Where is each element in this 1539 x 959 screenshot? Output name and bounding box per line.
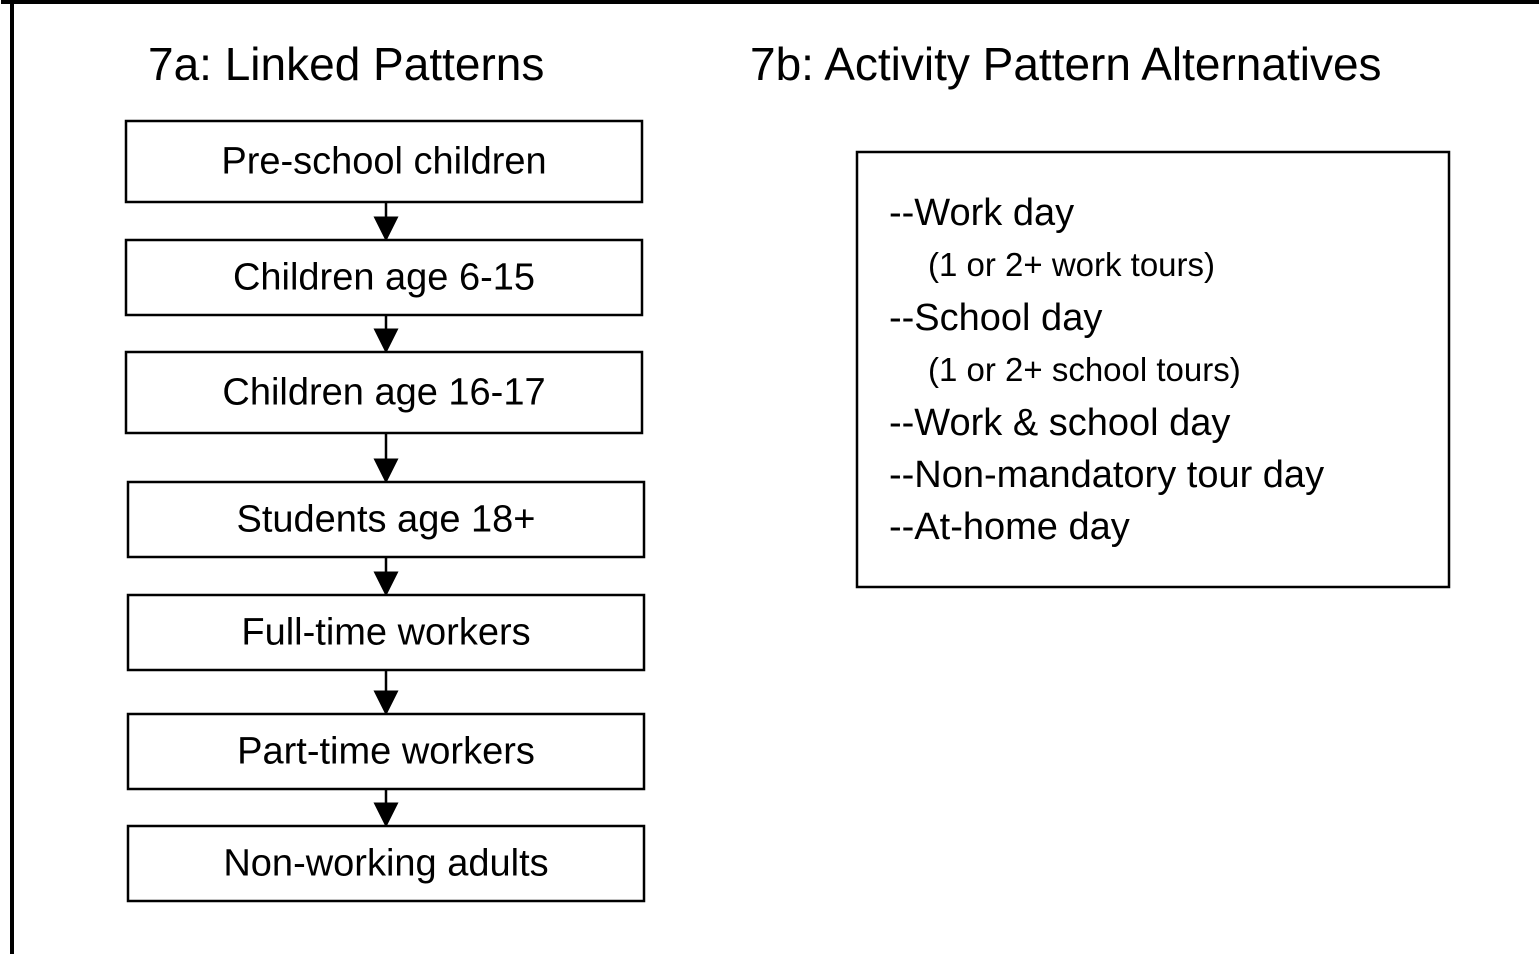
node-box — [124, 238, 644, 317]
node-box — [126, 824, 646, 903]
node-label: Children age 6-15 — [233, 257, 535, 299]
item-text: --At-home day — [889, 506, 1130, 548]
alternatives-box — [855, 150, 1451, 589]
node-box — [126, 593, 646, 672]
node-label: Full-time workers — [241, 612, 530, 654]
node-label: Children age 16-17 — [222, 372, 545, 414]
left-title: 7a: Linked Patterns — [148, 38, 544, 90]
item-text: --School day — [889, 297, 1102, 339]
right-title: 7b: Activity Pattern Alternatives — [750, 38, 1382, 90]
item-text: --Work day — [889, 192, 1074, 234]
item-note: (1 or 2+ school tours) — [928, 351, 1241, 388]
node-label: Pre-school children — [221, 141, 546, 183]
node-box — [124, 350, 644, 435]
node-label: Part-time workers — [237, 731, 535, 773]
node-label: Students age 18+ — [237, 499, 536, 541]
item-text: --Non-mandatory tour day — [889, 454, 1324, 496]
node-label: Non-working adults — [223, 843, 548, 885]
node-box — [126, 480, 646, 559]
node-box — [126, 712, 646, 791]
item-text: --Work & school day — [889, 402, 1230, 444]
item-note: (1 or 2+ work tours) — [928, 246, 1215, 283]
node-box — [124, 119, 644, 204]
